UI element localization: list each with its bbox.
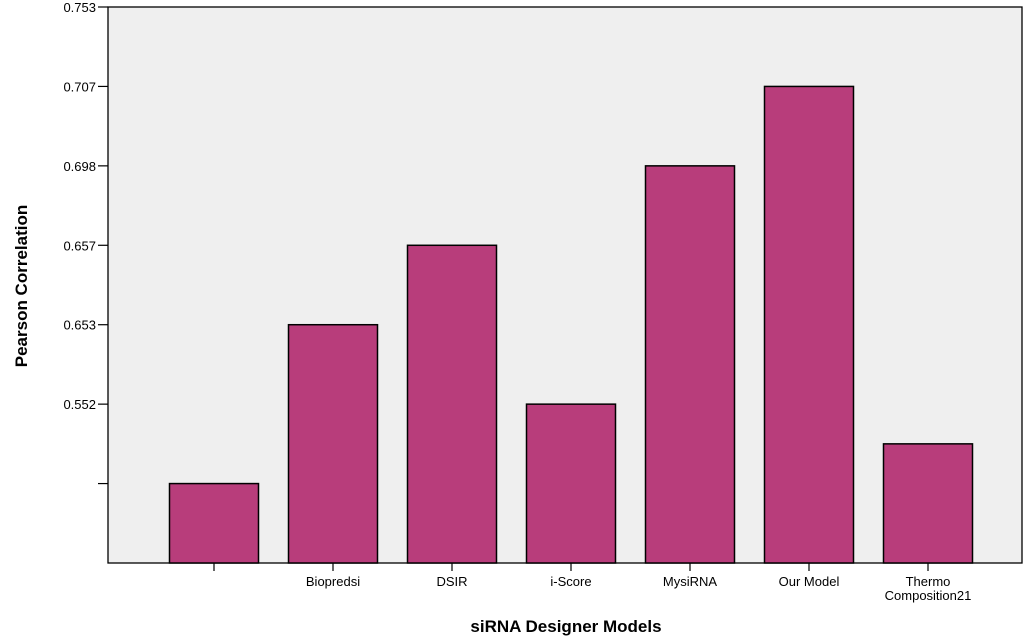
x-tick-label-line2: Composition21	[885, 588, 972, 603]
y-tick-label: 0.753	[63, 0, 96, 15]
x-tick-label: i-Score	[550, 574, 591, 589]
bar-6	[884, 444, 973, 563]
y-axis: 0.552 0.653 0.657 0.698 0.707 0.753	[63, 0, 108, 484]
x-tick-label: DSIR	[436, 574, 467, 589]
x-tick-label: MysiRNA	[663, 574, 717, 589]
bar-2	[408, 245, 497, 563]
bar-1	[289, 325, 378, 563]
y-tick-label: 0.698	[63, 159, 96, 174]
y-tick-label: 0.552	[63, 397, 96, 412]
y-tick-label: 0.707	[63, 79, 96, 94]
x-axis-title: siRNA Designer Models	[470, 617, 661, 636]
x-tick-label: Our Model	[779, 574, 840, 589]
y-axis-title: Pearson Correlation	[12, 205, 31, 368]
bar-3	[527, 404, 616, 563]
x-tick-label: Thermo	[906, 574, 951, 589]
x-axis: Biopredsi DSIR i-Score MysiRNA Our Model Ther…	[214, 563, 971, 603]
bar-5	[765, 86, 854, 563]
bar-4	[646, 166, 735, 563]
y-tick-label: 0.657	[63, 238, 96, 253]
bar-0	[170, 484, 259, 563]
y-tick-label: 0.653	[63, 318, 96, 333]
x-tick-label: Biopredsi	[306, 574, 360, 589]
